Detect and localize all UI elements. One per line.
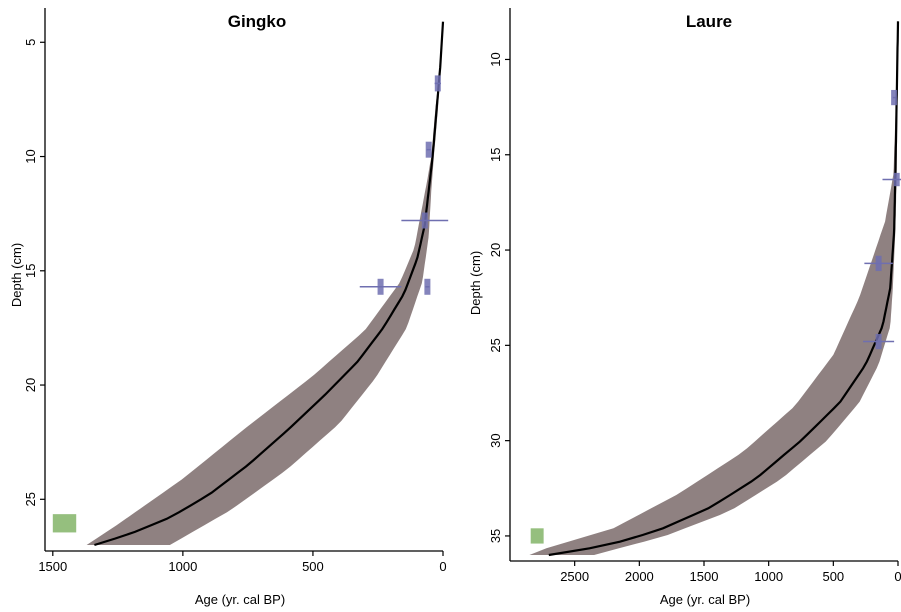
x-tick-label: 0 [439,559,446,574]
y-tick-label: 10 [23,149,38,163]
y-tick-label: 20 [23,378,38,392]
date-marker [875,255,882,272]
y-tick-label: 15 [23,264,38,278]
y-tick-label: 15 [488,148,503,162]
x-tick-label: 500 [302,559,324,574]
panel-title: Laure [686,12,732,31]
x-tick-label: 1500 [690,569,719,584]
panel-title: Gingko [228,12,287,31]
panel-laure: Laure Age (yr. cal BP) Depth (cm) 10 15 20… [468,8,901,607]
basal-date-marker [530,528,544,544]
x-tick-label: 1000 [168,559,197,574]
date-marker [377,278,384,295]
y-tick-label: 5 [23,39,38,46]
y-tick-label: 35 [488,529,503,543]
y-tick-label: 10 [488,52,503,66]
x-tick-label: 2000 [625,569,654,584]
basal-date-marker [52,514,77,533]
age-model-median-line [94,21,445,547]
x-tick-label: 500 [822,569,844,584]
date-marker [434,75,441,92]
x-axis-label: Age (yr. cal BP) [660,592,750,607]
x-tick-label: 1000 [754,569,783,584]
y-tick-label: 20 [488,243,503,257]
x-axis-label: Age (yr. cal BP) [195,592,285,607]
age-model-median-line [548,21,900,557]
x-tick-label: 2500 [560,569,589,584]
date-marker [425,141,432,158]
y-axis-label: Depth (cm) [9,243,24,307]
date-marker [424,278,431,295]
uncertainty-band [529,21,898,556]
x-tick-label: 0 [894,569,901,584]
date-marker [893,172,900,187]
y-tick-label: 25 [488,338,503,352]
x-tick-label: 1500 [38,559,67,574]
date-marker [891,89,898,106]
date-marker [875,333,882,350]
date-marker [421,212,428,229]
panel-gingko: Gingko Age (yr. cal BP) Depth (cm) 5 10 15… [9,8,449,607]
y-tick-label: 30 [488,433,503,447]
y-axis-label: Depth (cm) [468,251,483,315]
y-tick-label: 25 [23,492,38,506]
uncertainty-band [86,21,443,545]
